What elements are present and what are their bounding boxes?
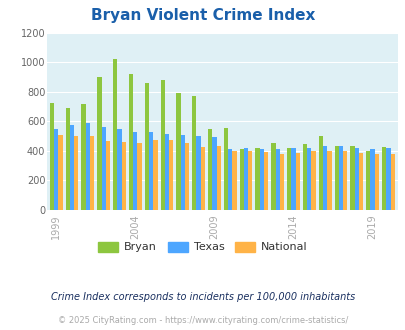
Bar bbox=[113, 59, 117, 210]
Bar bbox=[350, 146, 354, 210]
Bar bbox=[255, 148, 259, 210]
Bar bbox=[176, 93, 180, 210]
Bar bbox=[137, 143, 141, 210]
Bar bbox=[192, 95, 196, 210]
Bar bbox=[70, 125, 74, 210]
Bar bbox=[239, 149, 243, 210]
Bar bbox=[334, 146, 338, 210]
Bar bbox=[196, 136, 200, 210]
Legend: Bryan, Texas, National: Bryan, Texas, National bbox=[94, 237, 311, 257]
Bar bbox=[101, 127, 106, 210]
Bar bbox=[318, 136, 322, 210]
Bar bbox=[243, 148, 247, 210]
Text: Crime Index corresponds to incidents per 100,000 inhabitants: Crime Index corresponds to incidents per… bbox=[51, 292, 354, 302]
Bar bbox=[50, 103, 54, 210]
Bar bbox=[354, 148, 358, 210]
Bar bbox=[149, 132, 153, 210]
Bar bbox=[307, 148, 311, 210]
Bar bbox=[223, 128, 228, 210]
Bar bbox=[322, 146, 326, 210]
Bar bbox=[247, 151, 252, 210]
Bar bbox=[381, 147, 385, 210]
Bar bbox=[207, 129, 212, 210]
Bar bbox=[390, 154, 394, 210]
Bar bbox=[164, 134, 168, 210]
Bar bbox=[286, 148, 291, 210]
Bar bbox=[184, 143, 189, 210]
Bar bbox=[358, 153, 362, 210]
Bar bbox=[74, 136, 78, 210]
Bar bbox=[117, 129, 121, 210]
Bar bbox=[275, 149, 279, 210]
Bar bbox=[85, 123, 90, 210]
Bar bbox=[90, 136, 94, 210]
Bar bbox=[216, 146, 220, 210]
Bar bbox=[121, 142, 126, 210]
Bar bbox=[212, 138, 216, 210]
Bar bbox=[302, 144, 307, 210]
Bar bbox=[66, 108, 70, 210]
Bar bbox=[128, 74, 133, 210]
Bar bbox=[311, 151, 315, 210]
Bar bbox=[259, 149, 263, 210]
Bar bbox=[81, 104, 85, 210]
Bar bbox=[160, 80, 164, 210]
Bar bbox=[338, 146, 342, 210]
Bar bbox=[232, 151, 236, 210]
Bar bbox=[180, 135, 184, 210]
Bar bbox=[133, 132, 137, 210]
Bar bbox=[228, 149, 232, 210]
Bar bbox=[153, 140, 157, 210]
Text: Bryan Violent Crime Index: Bryan Violent Crime Index bbox=[91, 8, 314, 23]
Bar bbox=[342, 151, 347, 210]
Bar bbox=[291, 148, 295, 210]
Bar bbox=[326, 151, 331, 210]
Bar bbox=[295, 153, 299, 210]
Bar bbox=[385, 148, 390, 210]
Bar bbox=[58, 135, 62, 210]
Text: © 2025 CityRating.com - https://www.cityrating.com/crime-statistics/: © 2025 CityRating.com - https://www.city… bbox=[58, 316, 347, 325]
Bar bbox=[263, 152, 268, 210]
Bar bbox=[279, 154, 283, 210]
Bar bbox=[168, 140, 173, 210]
Bar bbox=[54, 129, 58, 210]
Bar bbox=[271, 143, 275, 210]
Bar bbox=[365, 151, 369, 210]
Bar bbox=[144, 83, 149, 210]
Bar bbox=[106, 141, 110, 210]
Bar bbox=[374, 154, 378, 210]
Bar bbox=[369, 149, 374, 210]
Bar bbox=[200, 147, 205, 210]
Bar bbox=[97, 77, 101, 210]
